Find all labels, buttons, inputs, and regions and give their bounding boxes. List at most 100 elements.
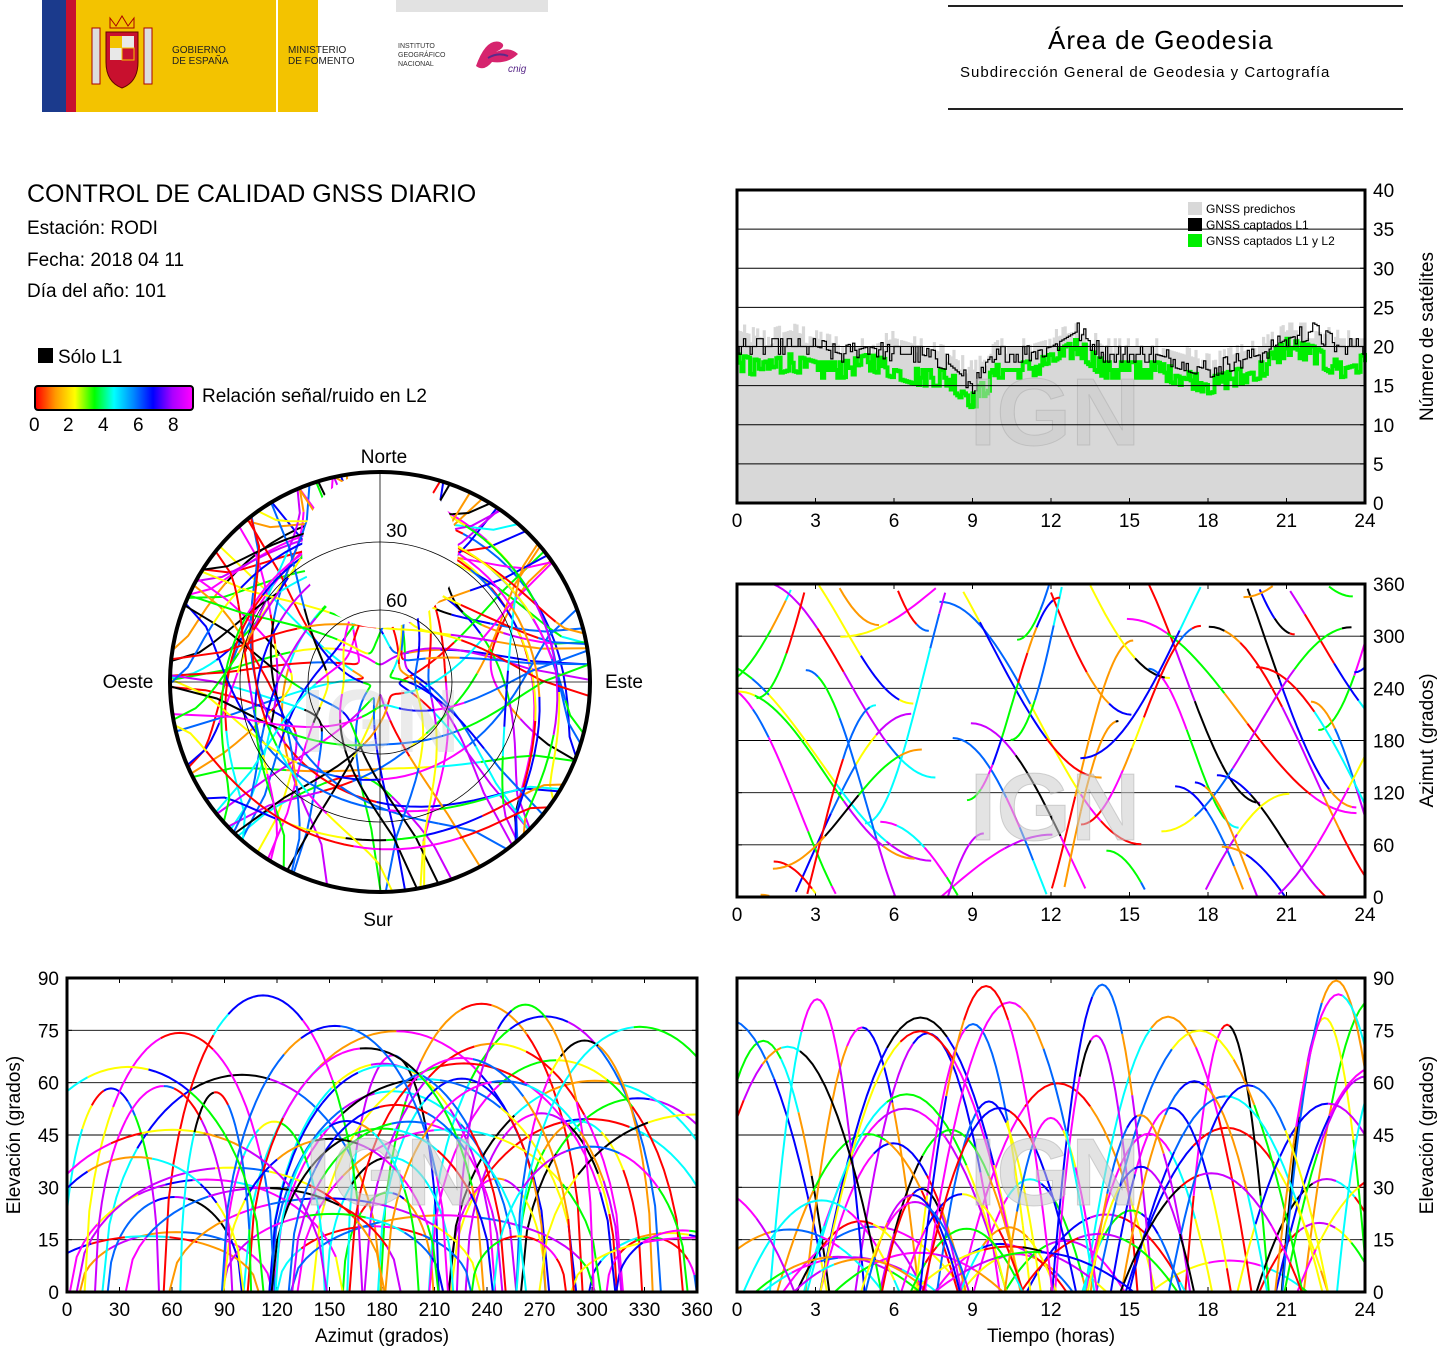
tick-label-y: 30 — [38, 1178, 59, 1199]
satellite-track — [1322, 796, 1341, 831]
satellite-track — [1352, 1139, 1365, 1271]
satellite-track — [559, 1039, 599, 1058]
satellite-track — [465, 1077, 509, 1115]
satellite-track — [241, 1146, 274, 1170]
satellite-track — [1050, 592, 1088, 673]
satellite-track — [898, 698, 914, 705]
satellite-track — [569, 1120, 602, 1133]
satellite-track — [329, 778, 439, 825]
tick-label-x: 15 — [1119, 1300, 1140, 1321]
satellite-track — [961, 1193, 1000, 1230]
satellite-track — [508, 703, 531, 830]
satellite-track — [857, 755, 901, 796]
satellite-track — [958, 1105, 1026, 1292]
satellite-track — [797, 1112, 813, 1177]
satellite-track — [1278, 679, 1331, 790]
satellite-track — [523, 1235, 539, 1242]
satellite-track — [298, 828, 354, 848]
satellite-track — [357, 1064, 424, 1077]
satellite-track — [407, 1089, 438, 1177]
satellite-track — [515, 1140, 532, 1292]
satellite-track — [1354, 665, 1365, 674]
satellite-track — [110, 1132, 143, 1145]
satellite-track — [964, 1280, 970, 1292]
satellite-track — [170, 674, 231, 687]
satellite-track — [476, 545, 542, 675]
satellite-track — [338, 1204, 388, 1248]
skyplot-horizon — [168, 470, 592, 894]
satellite-track — [286, 769, 353, 773]
report-title: CONTROL DE CALIDAD GNSS DIARIO — [27, 180, 477, 208]
satellite-track — [965, 1165, 1008, 1292]
satellite-track — [562, 1183, 602, 1292]
satellite-track — [489, 660, 499, 690]
satellite-track — [291, 1178, 323, 1292]
satellite-track — [162, 1034, 215, 1292]
tick-label-x: 9 — [967, 1300, 978, 1321]
satellite-track — [1034, 1116, 1064, 1138]
satellite-track — [1232, 1059, 1256, 1106]
satellite-track — [283, 1037, 302, 1056]
satellite-track — [439, 797, 487, 811]
satellite-track — [276, 727, 363, 747]
satellite-track — [349, 709, 363, 722]
satellite-track — [1024, 1082, 1092, 1108]
y-axis-label: Elevación (grados) — [4, 1056, 25, 1214]
satellite-track — [338, 693, 344, 720]
satellite-track — [1328, 585, 1353, 598]
satellite-track — [1229, 1025, 1262, 1196]
satellite-track — [882, 845, 915, 860]
satellite-track — [361, 704, 384, 718]
satellite-track — [356, 676, 364, 681]
series-l1 — [737, 322, 1366, 394]
report-station: Estación: RODI — [27, 218, 158, 239]
tick-label-x: 9 — [967, 511, 978, 532]
satellite-track — [1273, 618, 1291, 635]
satellite-track — [887, 587, 937, 624]
satellite-track — [1351, 806, 1357, 809]
satellite-track — [227, 995, 254, 1015]
satellite-track — [372, 697, 376, 725]
satellite-track — [170, 686, 258, 706]
satellite-track — [737, 1231, 772, 1251]
satellite-track — [1111, 724, 1129, 744]
satellite-track — [963, 984, 1010, 1021]
tick-label-x: 60 — [161, 1300, 182, 1321]
satellite-track — [781, 1045, 801, 1052]
satellite-track — [737, 629, 772, 679]
satellite-track — [382, 633, 391, 648]
satellite-track — [835, 783, 888, 843]
satellite-track — [880, 1192, 915, 1292]
satellite-track — [991, 737, 1003, 766]
satellite-track — [1223, 629, 1241, 644]
satellite-track — [555, 1098, 627, 1155]
satellite-track — [1203, 1084, 1249, 1195]
satellite-track — [300, 1226, 360, 1250]
gov-name: GOBIERNO DE ESPAÑA — [172, 45, 229, 67]
tick-label-y: 25 — [1373, 298, 1394, 319]
gov-line2: DE ESPAÑA — [172, 56, 229, 67]
satellite-track — [388, 808, 440, 813]
satellite-track — [936, 1227, 975, 1248]
satellite-track — [426, 815, 483, 836]
satellite-track — [1014, 754, 1062, 837]
inst-line2: GEOGRÁFICO — [398, 52, 446, 59]
satellite-track — [330, 1063, 372, 1089]
satellite-track — [968, 1106, 1011, 1138]
satellite-track — [148, 1068, 190, 1092]
satellite-track — [1150, 1261, 1209, 1292]
satellite-track — [205, 750, 300, 830]
satellite-track — [151, 1157, 202, 1185]
skyplot-chart: Norte Sur Oeste Este IGN 30 60 — [103, 447, 643, 930]
satellite-track — [773, 860, 813, 890]
satellite-track — [525, 1050, 586, 1116]
satellite-track — [386, 834, 427, 842]
satellite-track — [583, 1114, 624, 1292]
satellite-track — [1347, 753, 1365, 789]
satellite-track — [367, 1191, 387, 1205]
satellite-track — [497, 1009, 513, 1030]
satellite-track — [193, 1091, 215, 1133]
satellite-track — [351, 669, 363, 678]
satellite-track — [423, 795, 433, 888]
satellite-track — [789, 1199, 849, 1216]
